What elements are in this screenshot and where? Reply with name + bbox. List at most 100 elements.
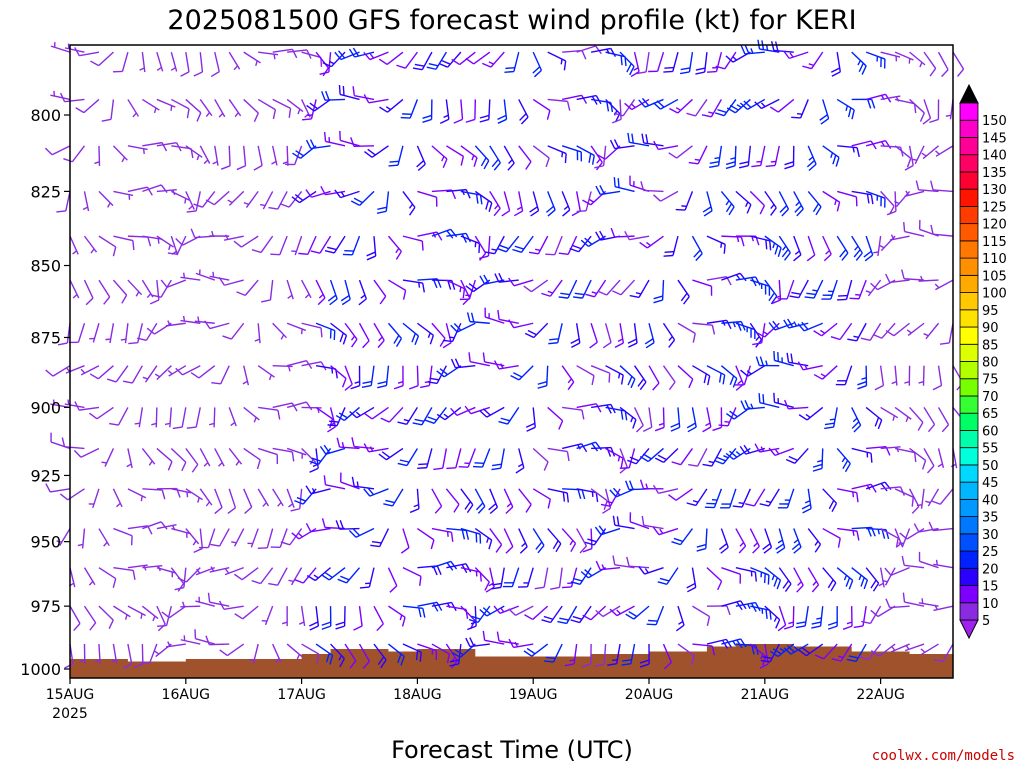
barb-staff	[918, 189, 939, 193]
wind-barb	[224, 566, 244, 576]
barb-feather	[702, 206, 712, 213]
wind-barb	[69, 235, 79, 255]
barb-staff	[442, 448, 448, 469]
barb-feather	[439, 337, 446, 347]
wind-barb	[851, 51, 867, 75]
barb-half-feather	[288, 579, 294, 583]
barb-half-feather	[760, 653, 764, 660]
barb-feather	[393, 385, 404, 390]
x-axis-label: Forecast Time (UTC)	[391, 736, 633, 764]
barb-half-feather	[140, 495, 143, 502]
barb-feather	[899, 486, 906, 496]
barb-feather	[794, 205, 802, 213]
barb-feather	[434, 505, 443, 514]
wind-barb	[562, 94, 588, 104]
barb-feather	[772, 320, 780, 330]
barb-feather	[663, 661, 672, 670]
barb-feather	[335, 625, 345, 630]
barb-feather	[320, 327, 323, 338]
barb-half-feather	[694, 158, 701, 161]
barb-feather	[353, 625, 363, 631]
barb-feather	[911, 497, 914, 507]
wind-barb	[718, 407, 737, 427]
barb-feather	[414, 335, 420, 346]
wind-barb	[156, 98, 176, 111]
barb-feather	[729, 410, 738, 418]
wind-barb	[837, 145, 860, 158]
barb-feather	[729, 104, 739, 111]
barb-feather	[294, 578, 304, 584]
barb-feather	[537, 384, 547, 389]
barb-feather	[860, 577, 865, 587]
wind-barb	[784, 606, 795, 630]
wind-barb	[113, 190, 134, 200]
barb-feather	[422, 114, 432, 119]
barb-half-feather	[858, 574, 862, 581]
wind-barb	[602, 323, 612, 349]
barb-feather	[716, 456, 726, 462]
wind-barb	[894, 98, 917, 114]
barb-feather	[309, 102, 318, 110]
wind-barb	[180, 635, 201, 645]
wind-barb	[663, 51, 679, 73]
barb-half-feather	[882, 579, 888, 583]
wind-barb	[257, 98, 277, 120]
barb-feather	[820, 117, 830, 125]
barb-feather	[545, 157, 550, 168]
wind-barb	[768, 447, 795, 457]
plot-area	[70, 45, 953, 678]
wind-barb	[558, 279, 578, 299]
wind-barb	[63, 145, 86, 163]
barb-feather	[428, 63, 439, 67]
barb-feather	[292, 152, 301, 159]
barb-feather	[613, 139, 620, 149]
wind-barb	[614, 323, 625, 349]
wind-barb	[74, 401, 100, 411]
barb-feather	[348, 529, 357, 538]
barb-half-feather	[197, 497, 200, 503]
colorbar-label: 80	[982, 356, 999, 371]
barb-feather	[280, 541, 291, 546]
wind-barb	[127, 145, 148, 154]
wind-barb	[749, 528, 760, 554]
barb-feather	[652, 526, 660, 536]
wind-barb	[547, 406, 564, 430]
barb-half-feather	[935, 559, 938, 566]
wind-barb	[797, 321, 823, 332]
barb-staff	[576, 45, 596, 53]
barb-feather	[439, 368, 448, 376]
wind-barb	[807, 190, 822, 216]
barb-feather	[341, 378, 347, 388]
barb-feather	[377, 384, 387, 389]
wind-barb	[243, 51, 261, 66]
barb-feather	[417, 467, 427, 469]
barb-feather	[450, 358, 457, 369]
barb-feather	[675, 624, 685, 632]
barb-staff	[242, 605, 259, 620]
barb-feather	[627, 132, 631, 143]
barb-half-feather	[788, 621, 794, 625]
barb-staff	[358, 322, 370, 342]
wind-barb	[151, 407, 158, 428]
wind-barb	[885, 322, 911, 337]
barb-feather	[596, 153, 606, 160]
barb-half-feather	[633, 67, 639, 71]
barb-feather	[566, 451, 570, 462]
wind-barb	[813, 365, 838, 380]
barb-staff	[706, 567, 723, 582]
barb-staff	[734, 145, 737, 166]
wind-barb	[663, 235, 679, 257]
barb-feather	[493, 162, 501, 171]
wind-barb	[525, 407, 536, 432]
barb-feather	[396, 64, 406, 69]
barb-feather	[581, 50, 587, 60]
barb-feather	[379, 295, 387, 305]
barb-half-feather	[399, 614, 403, 621]
barb-feather	[657, 454, 667, 461]
wind-barb	[720, 488, 737, 509]
wind-barb	[223, 234, 244, 241]
wind-barb	[387, 567, 398, 593]
barb-feather	[707, 375, 711, 386]
wind-barb	[686, 407, 697, 433]
barb-feather	[695, 67, 706, 71]
